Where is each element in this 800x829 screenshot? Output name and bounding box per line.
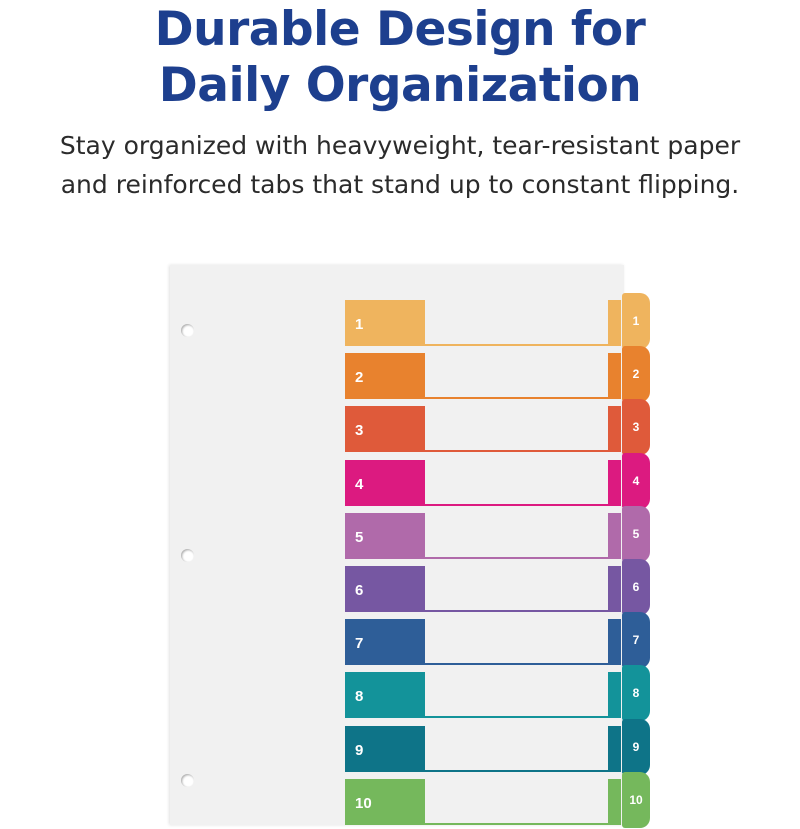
toc-end-block bbox=[608, 459, 621, 506]
punch-hole bbox=[181, 549, 194, 562]
toc-end-block bbox=[608, 778, 621, 825]
toc-number-block: 8 bbox=[345, 672, 425, 719]
punch-hole bbox=[181, 774, 194, 787]
toc-row: 6 bbox=[345, 566, 621, 612]
toc-number-block: 7 bbox=[345, 619, 425, 666]
toc-line bbox=[425, 663, 608, 666]
punch-hole bbox=[181, 324, 194, 337]
side-tab-7[interactable]: 7 bbox=[622, 612, 650, 669]
subtitle: Stay organized with heavyweight, tear-re… bbox=[0, 126, 800, 204]
toc-row: 1 bbox=[345, 300, 621, 346]
toc-row: 2 bbox=[345, 353, 621, 400]
side-tab-3[interactable]: 3 bbox=[622, 399, 650, 456]
side-tab-4[interactable]: 4 bbox=[622, 452, 650, 509]
side-tab-2[interactable]: 2 bbox=[622, 346, 650, 403]
headline: Durable Design for Daily Organization bbox=[0, 2, 800, 114]
toc-number-block: 4 bbox=[345, 459, 425, 506]
toc-end-block bbox=[608, 725, 621, 772]
toc-number-block: 5 bbox=[345, 512, 425, 559]
toc-number-block: 10 bbox=[345, 778, 425, 825]
side-tab-1[interactable]: 1 bbox=[622, 293, 650, 349]
toc-end-block bbox=[608, 353, 621, 400]
toc-line bbox=[425, 822, 608, 825]
toc-row: 4 bbox=[345, 459, 621, 506]
toc-row: 9 bbox=[345, 725, 621, 772]
toc-end-block bbox=[608, 300, 621, 346]
side-tab-6[interactable]: 6 bbox=[622, 559, 650, 615]
side-tab-5[interactable]: 5 bbox=[622, 505, 650, 562]
toc-line bbox=[425, 556, 608, 559]
toc-end-block bbox=[608, 406, 621, 453]
toc-end-block bbox=[608, 512, 621, 559]
subtitle-line-2: and reinforced tabs that stand up to con… bbox=[60, 170, 740, 199]
toc-line bbox=[425, 769, 608, 772]
toc-line bbox=[425, 610, 608, 612]
toc-end-block bbox=[608, 566, 621, 612]
toc-number-block: 2 bbox=[345, 353, 425, 400]
subtitle-line-1: Stay organized with heavyweight, tear-re… bbox=[59, 131, 741, 160]
toc-number-block: 1 bbox=[345, 300, 425, 346]
toc-number-block: 6 bbox=[345, 566, 425, 612]
headline-line-1: Durable Design for bbox=[154, 2, 646, 57]
toc-row: 8 bbox=[345, 672, 621, 719]
headline-line-2: Daily Organization bbox=[158, 58, 642, 113]
toc-end-block bbox=[608, 619, 621, 666]
toc-number-block: 9 bbox=[345, 725, 425, 772]
toc-row: 10 bbox=[345, 778, 621, 825]
toc-number-block: 3 bbox=[345, 406, 425, 453]
toc-row: 5 bbox=[345, 512, 621, 559]
toc-row: 7 bbox=[345, 619, 621, 666]
side-tab-9[interactable]: 9 bbox=[622, 718, 650, 775]
toc-line bbox=[425, 716, 608, 719]
side-tab-8[interactable]: 8 bbox=[622, 665, 650, 722]
toc-row: 3 bbox=[345, 406, 621, 453]
toc-line bbox=[425, 503, 608, 506]
toc-line bbox=[425, 450, 608, 453]
toc-line bbox=[425, 397, 608, 400]
toc-end-block bbox=[608, 672, 621, 719]
toc-line bbox=[425, 344, 608, 346]
